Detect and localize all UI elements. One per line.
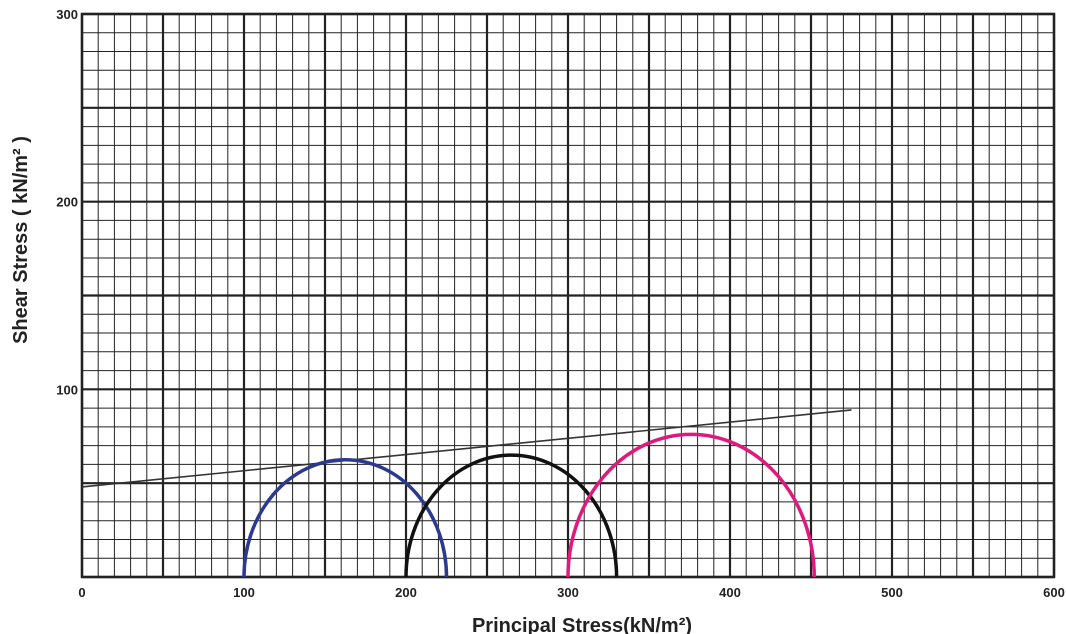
y-axis-title: Shear Stress ( kN/m² ): [10, 136, 32, 344]
x-tick-label: 400: [719, 585, 741, 600]
mohr-circle-1: [242, 458, 449, 578]
y-tick-label: 300: [56, 7, 78, 22]
x-axis-ticks: 0 100 200 300 400 500 600: [78, 585, 1064, 600]
x-tick-label: 300: [557, 585, 579, 600]
y-tick-label: 100: [56, 382, 78, 397]
y-axis-ticks: 100 200 300: [56, 7, 78, 397]
x-tick-label: 600: [1043, 585, 1065, 600]
y-tick-label: 200: [56, 195, 78, 210]
x-tick-label: 200: [395, 585, 417, 600]
failure-envelope-line: [81, 409, 852, 488]
mohr-circle-3: [566, 432, 816, 578]
plot-area: [81, 409, 852, 578]
x-tick-label: 0: [78, 585, 85, 600]
grid: [80, 12, 1056, 579]
x-tick-label: 100: [233, 585, 255, 600]
x-axis-title: Principal Stress(kN/m²): [472, 615, 692, 634]
x-tick-label: 500: [881, 585, 903, 600]
mohr-circle-2: [404, 453, 619, 578]
